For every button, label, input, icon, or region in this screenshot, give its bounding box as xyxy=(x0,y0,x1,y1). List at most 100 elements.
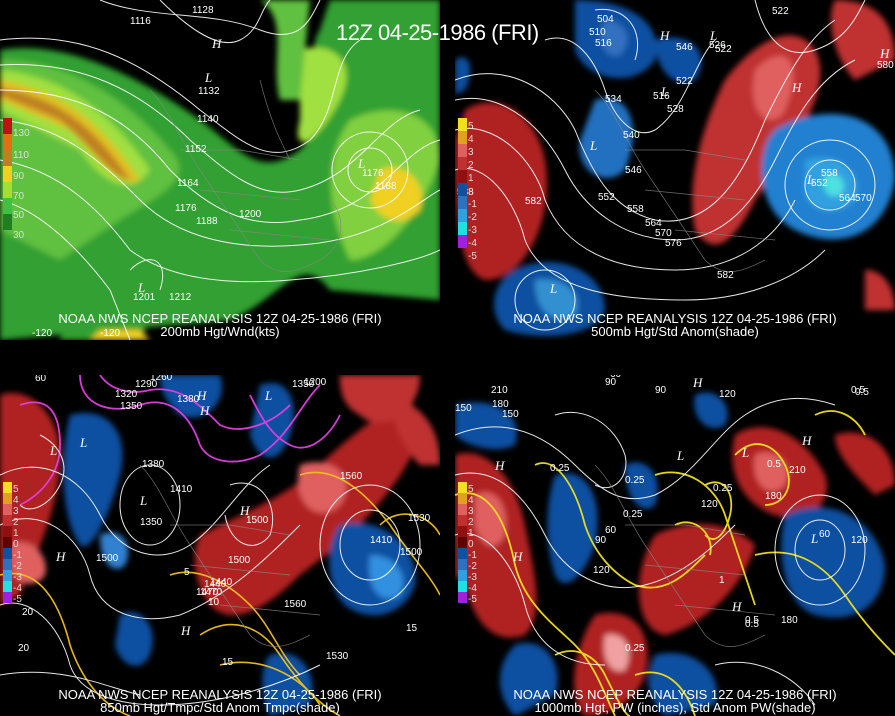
colorbar-label: 5 xyxy=(468,121,474,132)
contour-label: 522 xyxy=(715,44,732,55)
contour-label: 20 xyxy=(18,643,30,654)
contour-label: 1440 xyxy=(210,577,233,588)
high-center: H xyxy=(512,549,523,564)
colorbar xyxy=(3,482,12,603)
contour-label: 516 xyxy=(595,38,612,49)
contour-label: 210 xyxy=(789,465,806,476)
contour-label: 1500 xyxy=(246,515,269,526)
colorbar-label: -2 xyxy=(13,561,22,572)
high-center: H xyxy=(494,458,505,473)
colorbar-swatch xyxy=(458,170,467,183)
colorbar-label: -3 xyxy=(468,572,477,583)
colorbar-swatch xyxy=(3,537,12,548)
contour-label: 1500 xyxy=(228,555,251,566)
colorbar-label: -5 xyxy=(468,251,477,262)
contour-label: 180 xyxy=(492,399,509,410)
contour-label: 60 xyxy=(610,375,622,380)
contour-label: 582 xyxy=(525,196,542,207)
contour-label: 1350 xyxy=(120,401,143,412)
colorbar-swatch xyxy=(3,570,12,581)
low-center: L xyxy=(810,531,818,546)
colorbar-swatch xyxy=(458,183,467,196)
main-title: 12Z 04-25-1986 (FRI) xyxy=(336,20,539,45)
contour-label: 120 xyxy=(851,535,868,546)
contour-label: 570 xyxy=(655,228,672,239)
colorbar-swatch xyxy=(458,222,467,235)
colorbar xyxy=(3,118,12,230)
contour-labels-500mb: 504 510 516 522 522 522 546 534 540 528 … xyxy=(457,6,894,281)
contour-label: 558 xyxy=(627,204,644,215)
contour-label: 0.25 xyxy=(625,475,645,486)
panel-header: NOAA NWS NCEP REANALYSIS 12Z 04-25-1986 … xyxy=(513,311,837,326)
colorbar-label: -5 xyxy=(13,594,22,605)
low-center: L xyxy=(741,445,749,460)
contour-labels-1000mb: 210 180 150 60 90 90 120 30 0.5 0.25 0.2… xyxy=(455,375,869,654)
colorbar-label: 130 xyxy=(13,128,30,139)
contour-label: 150 xyxy=(502,409,519,420)
contour-label: 1132 xyxy=(198,86,220,97)
contour-label: 580 xyxy=(877,60,894,71)
low-center: L xyxy=(204,70,212,85)
contour-label: 1410 xyxy=(370,535,393,546)
panel-subtitle: 500mb Hgt/Std Anom(shade) xyxy=(591,324,759,339)
colorbar-swatch xyxy=(458,157,467,170)
colorbar-label: 4 xyxy=(468,495,474,506)
contour-label: 552 xyxy=(598,192,615,203)
panel-850mb-height-temperature: 1260 1290 1320 1350 1380 1260 1200 1350 … xyxy=(0,375,440,716)
contour-label: 1176 xyxy=(175,203,197,214)
contour-label: 552 xyxy=(811,178,828,189)
contour-label: 60 xyxy=(605,525,617,536)
contour-label: 546 xyxy=(676,42,693,53)
colorbar-swatch xyxy=(458,493,467,504)
colorbar-swatch xyxy=(458,570,467,581)
colorbar-swatch xyxy=(3,214,12,230)
contour-label: 60 xyxy=(35,375,47,384)
colorbar-label: 1 xyxy=(468,528,474,539)
colorbar-swatch xyxy=(458,581,467,592)
colorbar-label: 2 xyxy=(468,517,474,528)
high-center: H xyxy=(211,36,222,51)
colorbar-swatch xyxy=(458,144,467,157)
high-center: H xyxy=(196,388,207,403)
colorbar-swatch xyxy=(3,166,12,182)
contour-label: 120 xyxy=(701,499,718,510)
panel-header: NOAA NWS NCEP REANALYSIS 12Z 04-25-1986 … xyxy=(513,687,837,702)
colorbar-label: 110 xyxy=(13,150,29,161)
colorbar-label: -1 xyxy=(468,550,477,561)
colorbar-label: 5 xyxy=(13,484,19,495)
colorbar-label: 0 xyxy=(468,539,474,550)
low-center: L xyxy=(549,281,557,296)
contour-label: 0.5 xyxy=(851,385,865,396)
colorbar xyxy=(458,118,467,248)
contour-label: 1500 xyxy=(96,553,119,564)
colorbar-label: -4 xyxy=(468,583,477,594)
panel-500mb-height-anomaly: 504 510 516 522 522 522 546 534 540 528 … xyxy=(455,0,895,340)
low-center: L xyxy=(139,493,147,508)
contour-label: 0.5 xyxy=(745,619,759,630)
contour-label: 1350 xyxy=(140,517,163,528)
colorbar-label: 30 xyxy=(13,230,25,241)
panel-subtitle: 200mb Hgt/Wnd(kts) xyxy=(160,324,280,339)
colorbar-swatch xyxy=(458,537,467,548)
contour-label: 582 xyxy=(717,270,734,281)
contour-label: 526 xyxy=(709,40,726,51)
colorbar-label: -3 xyxy=(13,572,22,583)
contour-label: 20 xyxy=(22,607,34,618)
contour-label: -120 xyxy=(32,328,52,339)
colorbar-swatch xyxy=(3,592,12,603)
colorbar-label: -2 xyxy=(468,212,477,223)
colorbar-swatch xyxy=(3,559,12,570)
contour-label: 0.5 xyxy=(855,387,869,398)
colorbar-swatch xyxy=(458,209,467,222)
contour-label: 1260 xyxy=(290,375,313,378)
panel-1000mb-height-precipitable-water: 210 180 150 60 90 90 120 30 0.5 0.25 0.2… xyxy=(455,375,895,716)
contour-label: 570 xyxy=(855,193,872,204)
colorbar-label: -4 xyxy=(13,583,22,594)
contour-label: 1290 xyxy=(135,379,158,390)
contour-label: 1200 xyxy=(304,377,327,388)
colorbar-swatch xyxy=(3,482,12,493)
colorbar-label: 70 xyxy=(13,191,25,202)
contour-label: 0.5 xyxy=(767,459,781,470)
contour-label: 0.25 xyxy=(623,509,643,520)
contour-label: 1152 xyxy=(185,144,207,155)
